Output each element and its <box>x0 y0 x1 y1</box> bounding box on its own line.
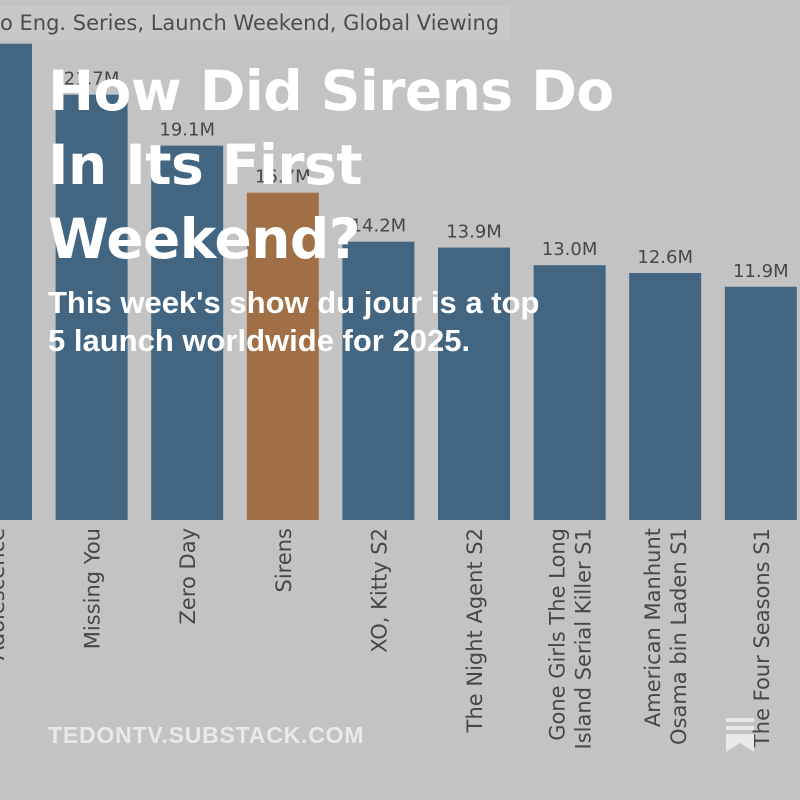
category-label-3: Sirens <box>272 528 296 593</box>
value-label-2: 19.1M <box>159 120 215 141</box>
category-label-7-line-1: Osama bin Laden S1 <box>667 528 691 745</box>
bar-7 <box>629 273 702 520</box>
chart-title: o Eng. Series, Launch Weekend, Global Vi… <box>0 6 510 40</box>
category-label-1: Missing You <box>81 528 105 649</box>
category-label-6-line-0: Gone Girls The Long <box>546 528 570 741</box>
category-label-2: Zero Day <box>176 528 200 624</box>
category-label-8: The Four Seasons S1 <box>750 528 774 748</box>
value-label-5: 13.9M <box>446 222 502 243</box>
category-label-6-line-1: Island Serial Killer S1 <box>572 528 596 749</box>
category-label-0-line-0: Adolescence <box>0 528 9 660</box>
category-label-4-line-0: XO, Kitty S2 <box>367 528 391 653</box>
bar-0 <box>0 43 32 520</box>
value-label-4: 14.2M <box>351 216 407 237</box>
category-label-5: The Night Agent S2 <box>463 528 487 733</box>
value-label-3: 16.7M <box>255 167 311 188</box>
site-url[interactable]: TEDONTV.SUBSTACK.COM <box>48 722 365 748</box>
value-label-1: 21.7M <box>64 69 120 90</box>
headline: How Did Sirens Do In Its First Weekend? <box>48 54 688 276</box>
bar-6 <box>533 265 606 520</box>
bar-1 <box>55 94 128 521</box>
bookmark-icon[interactable] <box>726 718 754 752</box>
bar-4 <box>342 241 415 520</box>
bar-8 <box>724 286 797 520</box>
subheadline-line-2: 5 launch worldwide for 2025. <box>48 323 471 358</box>
subheadline-line-1: This week's show du jour is a top <box>48 285 540 320</box>
value-label-7: 12.6M <box>637 247 693 268</box>
value-label-8: 11.9M <box>733 261 789 282</box>
subheadline: This week's show du jour is a top 5 laun… <box>48 284 728 360</box>
category-label-3-line-0: Sirens <box>272 528 296 593</box>
category-label-4: XO, Kitty S2 <box>367 528 391 653</box>
value-label-6: 13.0M <box>542 239 598 260</box>
bar-2 <box>151 145 224 520</box>
bar-5 <box>438 247 510 520</box>
category-label-1-line-0: Missing You <box>81 528 105 649</box>
headline-line-2: In Its First <box>48 133 362 197</box>
category-label-8-line-0: The Four Seasons S1 <box>750 528 774 748</box>
category-label-6: Gone Girls The Long Island Serial Killer … <box>546 528 596 749</box>
headline-line-1: How Did Sirens Do <box>48 59 614 123</box>
bar-3 <box>246 192 319 520</box>
category-label-7: American Manhunt Osama bin Laden S1 <box>641 528 691 745</box>
category-label-2-line-0: Zero Day <box>176 528 200 624</box>
category-label-7-line-0: American Manhunt <box>641 528 665 727</box>
category-label-0: Adolescence <box>0 528 9 660</box>
category-label-5-line-0: The Night Agent S2 <box>463 528 487 733</box>
headline-line-3: Weekend? <box>48 207 361 271</box>
